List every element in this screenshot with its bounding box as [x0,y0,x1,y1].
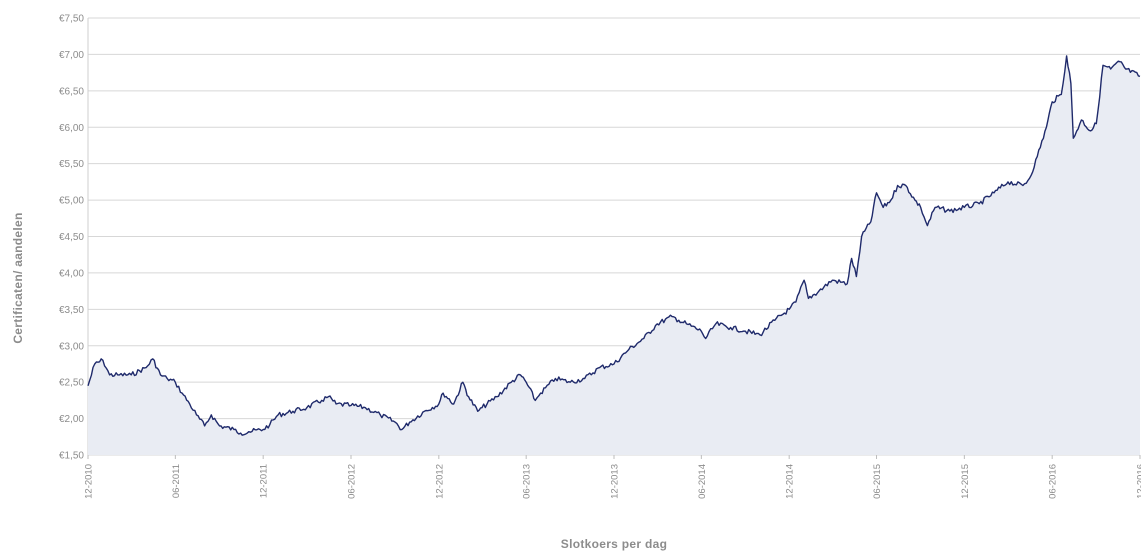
y-tick-label: €4,00 [59,268,84,279]
x-tick-label: 06-2016 [1048,464,1059,499]
y-tick-label: €5,00 [59,196,84,207]
y-tick-label: €7,00 [59,50,84,61]
x-tick-label: 12-2013 [610,464,621,499]
x-tick-labels: 12-2010 06-2011 12-2011 06-2012 12-2012 06-20… [84,464,1141,499]
series-line-layer [87,55,1141,436]
y-axis-title: Certificaten/ aandelen [11,212,25,343]
y-tick-label: €2,50 [59,378,84,389]
x-tick-label: 06-2011 [171,464,182,498]
y-tick-label: €6,50 [59,86,84,97]
y-tick-label: €1,50 [59,451,84,462]
x-tick-label: 12-2015 [960,464,971,499]
x-tick-label: 12-2014 [785,464,796,499]
x-tick-label: 06-2014 [697,464,708,499]
x-tick-label: 12-2011 [259,464,270,498]
series-area [88,55,1140,456]
y-tick-label: €3,50 [59,305,84,316]
x-tick-label: 12-2016 [1136,464,1141,499]
y-tick-label: €4,50 [59,232,84,243]
y-tick-label: €5,50 [59,159,84,170]
x-tick-label: 06-2012 [347,464,358,499]
y-tick-label: €6,00 [59,123,84,134]
series-line [87,55,1141,436]
x-axis-title: Slotkoers per dag [561,537,667,551]
y-tick-labels: €1,50 €2,00 €2,50 €3,00 €3,50 €4,00 €4,50 €5,00… [59,14,84,462]
y-tick-label: €2,00 [59,414,84,425]
y-tick-label: €3,00 [59,341,84,352]
x-tick-label: 12-2010 [84,464,95,499]
grid-lines [87,17,1141,459]
x-tick-label: 06-2013 [522,464,533,499]
y-tick-label: €7,50 [59,14,84,25]
area-fill-layer [88,55,1140,456]
x-tick-label: 06-2015 [872,464,883,499]
x-tick-label: 12-2012 [434,464,445,499]
